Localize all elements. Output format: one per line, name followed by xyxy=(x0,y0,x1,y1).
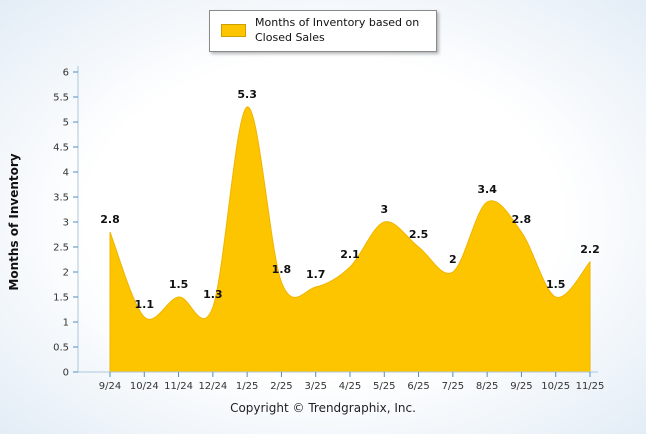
svg-text:1.8: 1.8 xyxy=(272,263,292,276)
svg-text:2.2: 2.2 xyxy=(580,243,600,256)
svg-text:10/24: 10/24 xyxy=(130,381,159,392)
svg-text:6: 6 xyxy=(63,68,69,79)
svg-text:1.5: 1.5 xyxy=(53,293,69,304)
svg-text:3.4: 3.4 xyxy=(477,183,497,196)
svg-text:9/25: 9/25 xyxy=(510,381,532,392)
svg-text:2.8: 2.8 xyxy=(512,213,532,226)
svg-text:12/24: 12/24 xyxy=(198,381,227,392)
svg-text:3: 3 xyxy=(380,203,388,216)
copyright-text: Copyright © Trendgraphix, Inc. xyxy=(230,401,416,415)
svg-text:2/25: 2/25 xyxy=(270,381,292,392)
svg-text:3/25: 3/25 xyxy=(304,381,326,392)
svg-text:2.5: 2.5 xyxy=(409,228,429,241)
legend-label: Months of Inventory based on Closed Sale… xyxy=(255,16,420,44)
svg-text:7/25: 7/25 xyxy=(442,381,464,392)
svg-text:5/25: 5/25 xyxy=(373,381,395,392)
svg-text:0.5: 0.5 xyxy=(53,343,69,354)
svg-text:1.1: 1.1 xyxy=(135,298,155,311)
svg-text:2: 2 xyxy=(63,268,69,279)
svg-text:2.8: 2.8 xyxy=(100,213,120,226)
svg-text:11/24: 11/24 xyxy=(164,381,193,392)
svg-text:3.5: 3.5 xyxy=(53,193,69,204)
svg-text:1.5: 1.5 xyxy=(169,278,189,291)
svg-text:10/25: 10/25 xyxy=(541,381,570,392)
svg-text:1.5: 1.5 xyxy=(546,278,566,291)
svg-text:3: 3 xyxy=(63,218,69,229)
y-axis-title: Months of Inventory xyxy=(7,153,21,290)
svg-text:4/25: 4/25 xyxy=(339,381,361,392)
svg-text:5.5: 5.5 xyxy=(53,93,69,104)
svg-text:4: 4 xyxy=(63,168,69,179)
svg-text:8/25: 8/25 xyxy=(476,381,498,392)
svg-text:2.5: 2.5 xyxy=(53,243,69,254)
svg-text:5.3: 5.3 xyxy=(237,88,257,101)
svg-text:1.7: 1.7 xyxy=(306,268,326,281)
svg-text:9/24: 9/24 xyxy=(99,381,121,392)
svg-text:2.1: 2.1 xyxy=(340,248,360,261)
svg-text:2: 2 xyxy=(449,253,457,266)
svg-text:11/25: 11/25 xyxy=(576,381,605,392)
svg-text:6/25: 6/25 xyxy=(407,381,429,392)
svg-text:1/25: 1/25 xyxy=(236,381,258,392)
svg-text:5: 5 xyxy=(63,118,69,129)
legend: Months of Inventory based on Closed Sale… xyxy=(209,10,437,52)
svg-text:0: 0 xyxy=(63,368,69,379)
svg-text:4.5: 4.5 xyxy=(53,143,69,154)
svg-text:1.3: 1.3 xyxy=(203,288,223,301)
svg-text:1: 1 xyxy=(63,318,69,329)
legend-swatch-icon xyxy=(221,24,246,38)
